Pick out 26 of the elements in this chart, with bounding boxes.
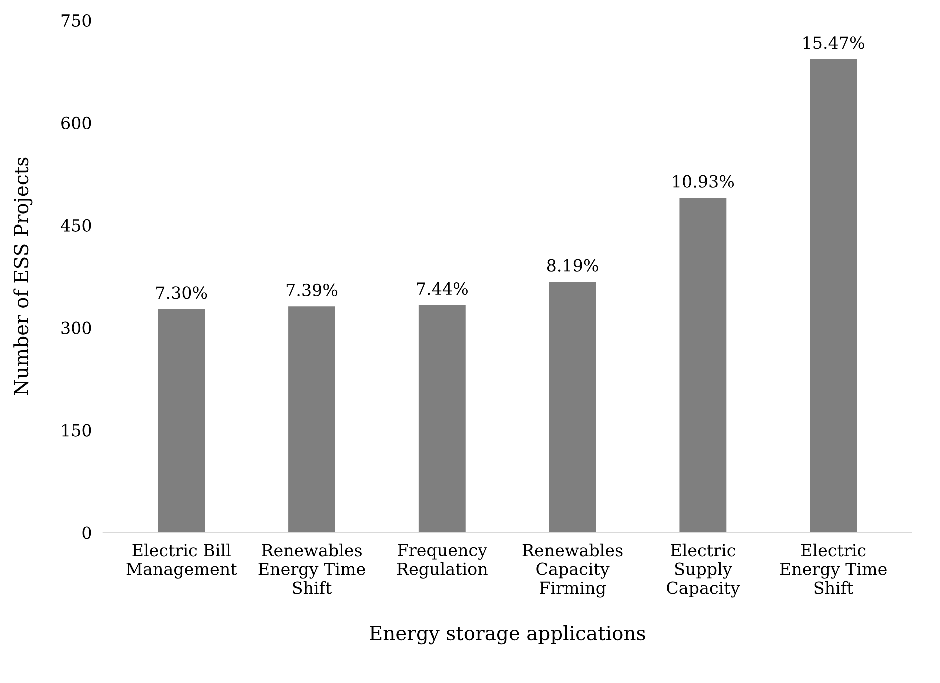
bar [288, 306, 336, 533]
x-tick-label: Electric Energy Time Shift [780, 544, 887, 594]
x-tick-label: Frequency Regulation [397, 544, 488, 579]
x-tick-label: Renewables Energy Time Shift [258, 544, 366, 594]
bar [549, 282, 596, 533]
annotation: 8.19% [547, 259, 598, 272]
y-tick-label: 450 [60, 219, 92, 232]
x-axis-title: Energy storage applications [370, 626, 646, 645]
annotation: 15.47% [804, 36, 864, 50]
bar [810, 59, 858, 533]
annotation: 7.39% [286, 284, 338, 296]
y-tick-label: 300 [62, 322, 92, 334]
bar [680, 198, 727, 533]
y-tick-label: 0 [82, 526, 92, 540]
y-tick-label: 750 [62, 14, 92, 28]
y-axis-title: Number of ESS Projects [14, 158, 33, 396]
x-tick-label: Electric Supply Capacity [667, 544, 740, 598]
annotation: 10.93% [673, 175, 734, 188]
x-tick-label: Electric Bill Management [126, 544, 238, 579]
x-tick-label: Renewables Capacity Firming [522, 544, 623, 598]
annotation: 7.30% [156, 286, 208, 300]
y-tick-label: 600 [62, 116, 92, 130]
bar [418, 305, 466, 533]
annotation: 7.44% [417, 282, 468, 296]
bar [158, 309, 206, 533]
y-tick-label: 150 [62, 424, 92, 437]
